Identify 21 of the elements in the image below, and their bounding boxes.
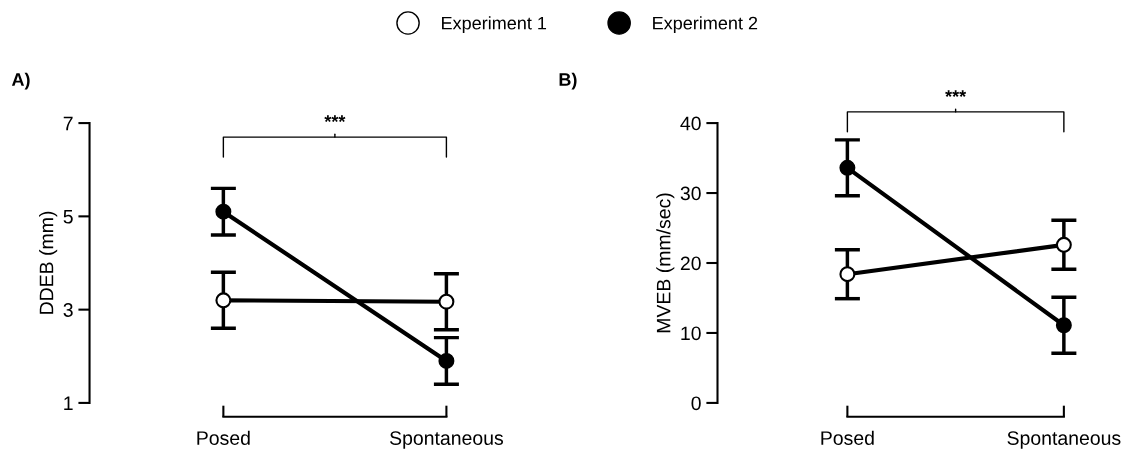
y-tick-label: 30 (680, 186, 701, 201)
text: *** (324, 115, 346, 123)
y-tick-label: 1 (64, 396, 73, 410)
text: *** (945, 90, 967, 97)
x-tick-label: Spontaneous (1007, 431, 1121, 449)
y-tick-label: 7 (63, 116, 73, 131)
y-tick-label: 5 (63, 210, 73, 224)
text: B) (559, 72, 577, 90)
x-tick-label: Posed (821, 430, 874, 445)
y-tick-label: 20 (680, 256, 701, 271)
chart-title: A) (11, 72, 30, 90)
y-tick-label: 0 (691, 396, 701, 411)
x-tick-label: Spontaneous (389, 431, 504, 449)
y-tick-label: 3 (63, 303, 73, 317)
y-axis-title: DDEB (mm) (39, 211, 58, 314)
y-axis-title: MVEB (mm/sec) (656, 193, 675, 333)
y-tick-label: 10 (681, 326, 701, 341)
legend-label: Experiment 1 (442, 16, 547, 34)
y-tick-label: 40 (680, 116, 701, 131)
legend-label: Experiment 2 (653, 16, 758, 34)
x-tick-label: Posed (197, 430, 250, 445)
